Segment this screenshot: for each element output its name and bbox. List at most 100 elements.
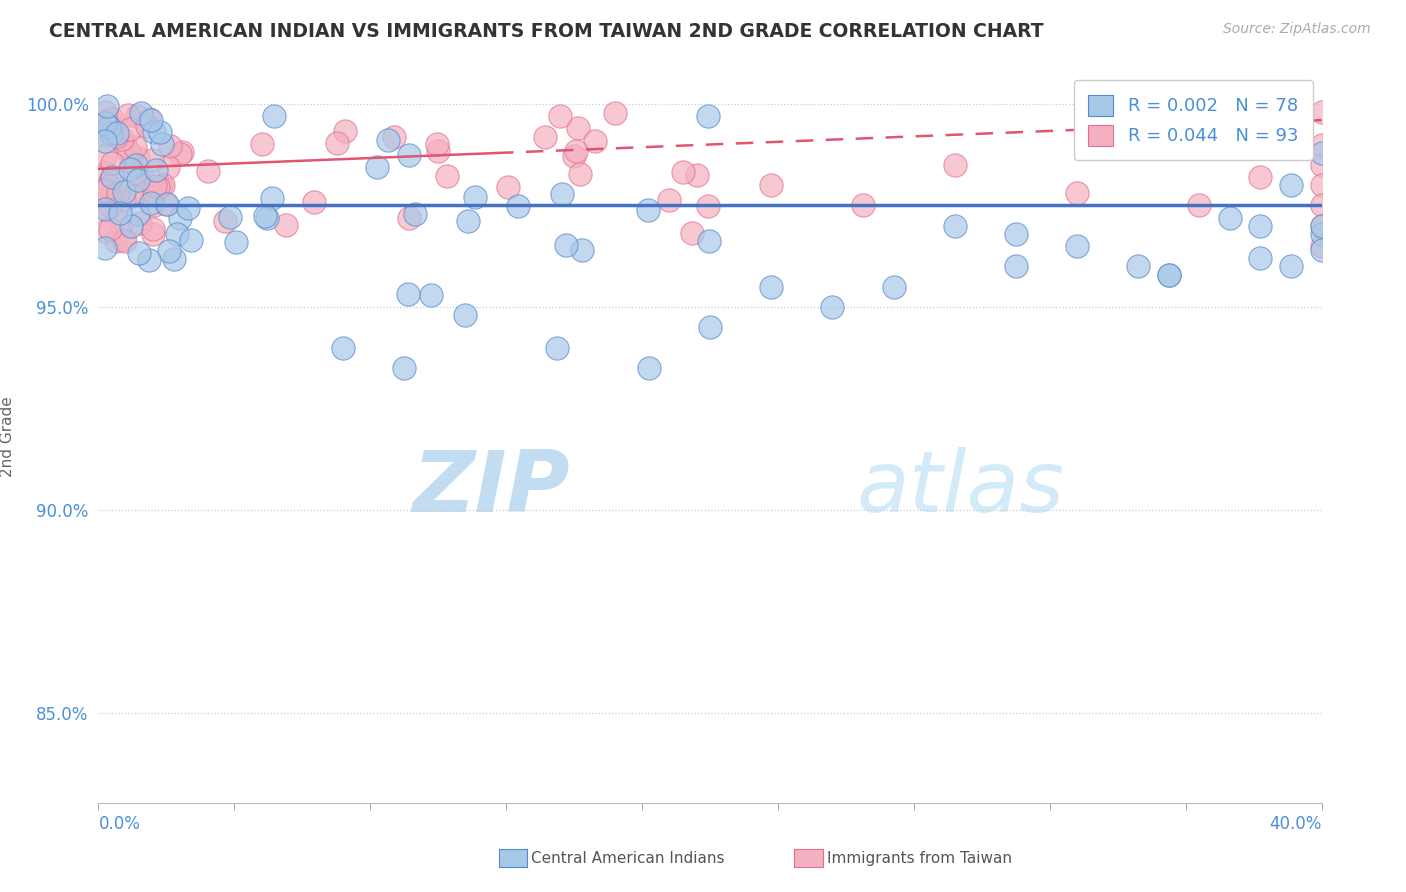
Point — [427, 145, 450, 159]
Point — [120, 154, 142, 169]
Point — [377, 133, 399, 147]
Point — [1279, 178, 1302, 193]
Point — [508, 199, 530, 213]
Point — [1004, 227, 1026, 241]
Point — [138, 253, 160, 268]
Point — [139, 195, 162, 210]
Point — [759, 279, 782, 293]
Text: Immigrants from Taiwan: Immigrants from Taiwan — [827, 851, 1012, 865]
Point — [555, 238, 578, 252]
Point — [326, 136, 349, 151]
Point — [302, 195, 325, 210]
Point — [464, 190, 486, 204]
Point — [93, 149, 115, 163]
Point — [180, 233, 202, 247]
Point — [1310, 227, 1333, 241]
Point — [696, 110, 718, 124]
Point — [149, 125, 172, 139]
Point — [454, 308, 477, 322]
Point — [142, 227, 165, 241]
Point — [172, 145, 194, 159]
Point — [100, 126, 122, 140]
Point — [197, 164, 219, 178]
Point — [759, 178, 782, 193]
Point — [148, 180, 170, 194]
Point — [145, 163, 167, 178]
Point — [263, 109, 285, 123]
Point — [124, 140, 146, 154]
Point — [142, 186, 165, 201]
Point — [219, 210, 242, 224]
Point — [1279, 260, 1302, 274]
Point — [697, 234, 720, 248]
Point — [112, 186, 135, 200]
Point — [333, 124, 356, 138]
Y-axis label: 2nd Grade: 2nd Grade — [0, 397, 14, 477]
Point — [112, 232, 135, 246]
Point — [1188, 198, 1211, 212]
Text: 0.0%: 0.0% — [98, 815, 141, 833]
Point — [262, 191, 284, 205]
Point — [131, 168, 153, 182]
Point — [1219, 211, 1241, 225]
Point — [120, 121, 142, 136]
Point — [93, 166, 115, 180]
Point — [149, 178, 172, 193]
Point — [93, 116, 115, 130]
Point — [605, 106, 627, 120]
Point — [551, 187, 574, 202]
Point — [274, 218, 297, 232]
Point — [114, 234, 136, 248]
Point — [420, 287, 443, 301]
Point — [98, 222, 121, 236]
Point — [392, 361, 416, 376]
Point — [98, 178, 121, 193]
Point — [143, 178, 166, 193]
Point — [1310, 158, 1333, 172]
Point — [129, 216, 152, 230]
Point — [565, 144, 588, 158]
Point — [567, 121, 589, 136]
Point — [128, 246, 150, 260]
Point — [1128, 260, 1150, 274]
Point — [1310, 145, 1333, 160]
Point — [250, 137, 273, 152]
Point — [93, 104, 115, 119]
Point — [163, 252, 186, 266]
Point — [93, 241, 115, 255]
Point — [107, 186, 129, 200]
Point — [1066, 239, 1088, 253]
Text: Central American Indians: Central American Indians — [531, 851, 725, 865]
Point — [436, 169, 458, 183]
Point — [396, 286, 419, 301]
Point — [1249, 169, 1271, 184]
Point — [131, 106, 153, 120]
Point — [332, 341, 354, 355]
Point — [117, 107, 139, 121]
Point — [546, 341, 568, 355]
Point — [96, 128, 118, 143]
Point — [214, 214, 236, 228]
Point — [114, 138, 136, 153]
Point — [134, 185, 156, 199]
Point — [98, 174, 121, 188]
Point — [637, 203, 659, 218]
Point — [943, 219, 966, 233]
Point — [1249, 219, 1271, 233]
Point — [699, 320, 721, 334]
Point — [253, 210, 276, 224]
Point — [141, 112, 163, 127]
Point — [169, 147, 191, 161]
Point — [93, 202, 115, 217]
Point — [697, 199, 720, 213]
Point — [152, 178, 174, 193]
Point — [105, 129, 128, 144]
Point — [425, 137, 447, 152]
Point — [404, 207, 426, 221]
Point — [1310, 178, 1333, 193]
Point — [1310, 137, 1333, 152]
Point — [1310, 219, 1333, 233]
Point — [1066, 186, 1088, 201]
Point — [136, 119, 159, 133]
Point — [118, 162, 141, 177]
